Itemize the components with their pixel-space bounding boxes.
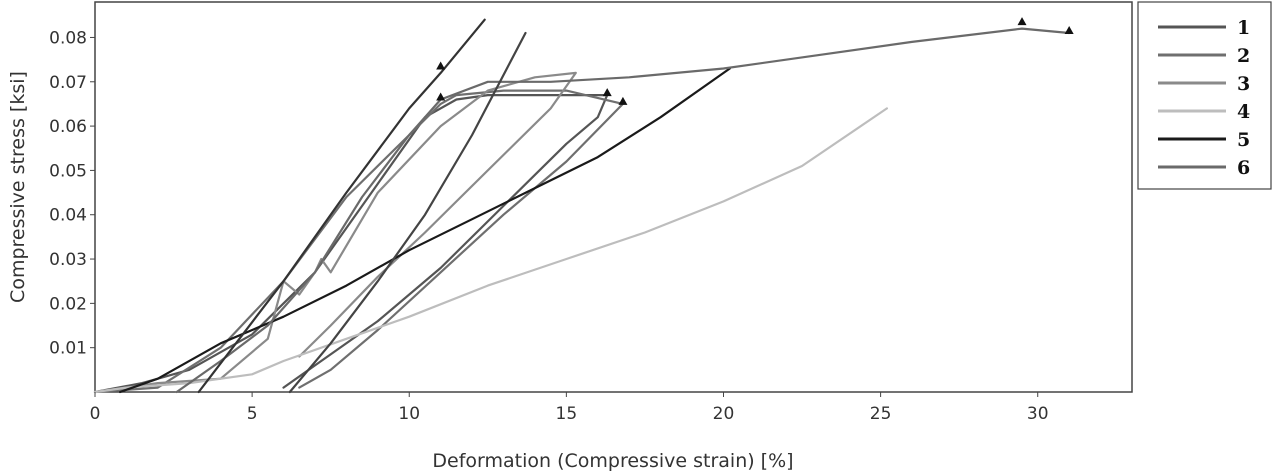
y-tick-label: 0.02	[49, 294, 87, 314]
x-tick-label: 20	[713, 404, 735, 424]
y-tick-label: 0.03	[49, 250, 87, 270]
y-tick-label: 0.05	[49, 161, 87, 181]
plot-area	[94, 1, 1133, 393]
legend-label: 1	[1237, 17, 1250, 39]
x-tick-label: 30	[1027, 404, 1049, 424]
legend: 1 2 3 4 5 6	[1158, 17, 1250, 179]
failure-marker-triangle	[1017, 17, 1027, 26]
series-line-extra-6	[197, 18, 486, 394]
failure-marker-triangle	[436, 61, 446, 70]
y-axis-title: Compressive stress [ksi]	[7, 71, 29, 303]
x-tick-label: 10	[398, 404, 420, 424]
legend-label: 6	[1237, 157, 1250, 179]
y-tick-label: 0.07	[49, 73, 87, 93]
x-tick-label: 0	[90, 404, 101, 424]
x-axis-ticks: 0 5 10 15 20 25 30	[90, 392, 1049, 424]
failure-marker-triangle	[618, 96, 628, 105]
failure-marker-triangle	[602, 88, 612, 97]
legend-box	[1137, 1, 1272, 190]
legend-label: 3	[1237, 73, 1250, 95]
legend-label: 4	[1237, 101, 1250, 123]
series-line-6	[175, 27, 1071, 394]
series-line-extra-7	[288, 31, 527, 394]
series-line-1	[93, 94, 609, 394]
failure-marker-triangle	[436, 92, 446, 101]
x-tick-label: 25	[870, 404, 892, 424]
failure-marker-triangle	[1064, 26, 1074, 35]
legend-label: 5	[1237, 129, 1250, 151]
y-axis-ticks: 0.01 0.02 0.03 0.04 0.05 0.06 0.07 0.08	[49, 28, 95, 359]
y-tick-label: 0.04	[49, 206, 87, 226]
series-line-2	[93, 89, 624, 394]
y-tick-label: 0.06	[49, 117, 87, 137]
series-layer	[93, 18, 1071, 394]
legend-label: 2	[1237, 45, 1250, 67]
marker-layer	[436, 17, 1074, 105]
series-line-3	[93, 71, 577, 394]
x-tick-label: 15	[556, 404, 578, 424]
x-tick-label: 5	[247, 404, 258, 424]
x-axis-title: Deformation (Compressive strain) [%]	[432, 450, 793, 472]
y-tick-label: 0.01	[49, 339, 87, 359]
y-tick-label: 0.08	[49, 28, 87, 48]
series-line-5	[119, 67, 731, 394]
